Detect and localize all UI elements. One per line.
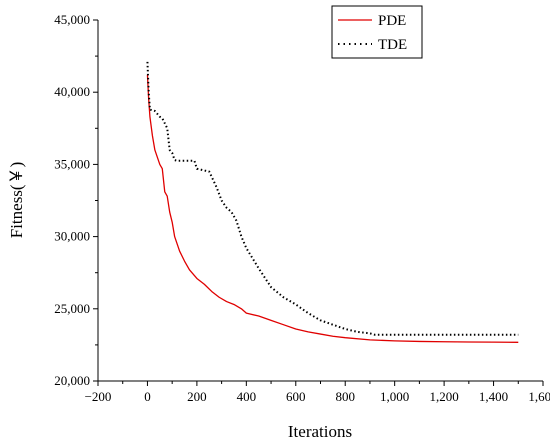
x-tick-label: 0 <box>144 389 151 404</box>
x-tick-label: 600 <box>286 389 306 404</box>
series-line-tde <box>146 61 519 336</box>
x-axis-title: Iterations <box>288 422 352 441</box>
legend-box <box>331 5 423 59</box>
y-tick-label: 25,000 <box>54 301 90 316</box>
legend-label-tde: TDE <box>378 37 407 53</box>
y-tick-label: 20,000 <box>54 373 90 388</box>
x-tick-label: 1,000 <box>380 389 409 404</box>
legend: PDE TDE <box>331 5 423 59</box>
legend-label-pde: PDE <box>378 13 406 29</box>
y-ticks: 20,000 25,000 30,000 35,000 40,000 45,000 <box>54 12 98 388</box>
x-tick-label: 800 <box>335 389 355 404</box>
y-tick-label: 45,000 <box>54 12 90 27</box>
y-tick-label: 40,000 <box>54 84 90 99</box>
series-lines <box>146 61 519 343</box>
y-axis-title: Fitness(￥) <box>7 162 26 239</box>
x-tick-label: 1,400 <box>479 389 508 404</box>
x-tick-label: 400 <box>237 389 257 404</box>
x-tick-label: 200 <box>187 389 207 404</box>
x-ticks: −200 0 200 400 600 800 1,000 1,200 1,400 1,600 <box>85 381 550 404</box>
series-line-pde <box>146 74 519 343</box>
y-tick-label: 35,000 <box>54 156 90 171</box>
y-tick-label: 30,000 <box>54 229 90 244</box>
x-tick-label: −200 <box>85 389 112 404</box>
x-tick-label: 1,600 <box>528 389 550 404</box>
axes <box>97 20 543 382</box>
x-tick-label: 1,200 <box>429 389 458 404</box>
